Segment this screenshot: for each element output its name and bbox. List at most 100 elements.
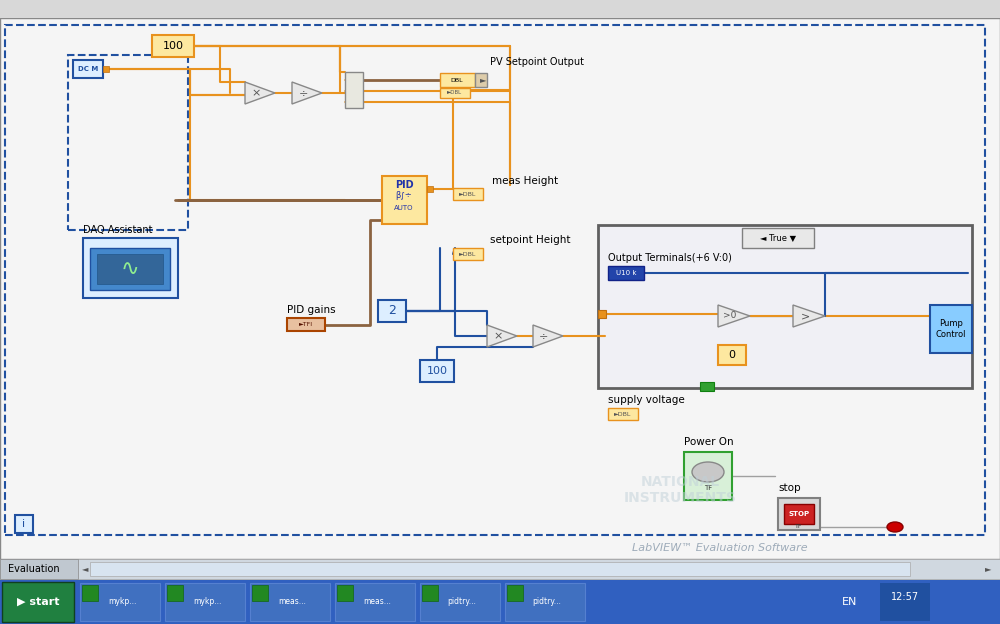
Bar	[5, 25, 985, 535]
Text: meas Height: meas Height	[492, 176, 558, 186]
Text: ÷: ÷	[539, 331, 549, 341]
Bar	[2, 582, 74, 622]
Bar	[778, 498, 820, 530]
Bar	[378, 300, 406, 322]
Polygon shape	[718, 305, 750, 327]
Text: STOP: STOP	[788, 511, 810, 517]
Bar	[505, 583, 585, 621]
Bar	[0, 580, 1000, 624]
Text: AUTO: AUTO	[394, 205, 414, 211]
Text: NATIONAL
INSTRUMENTS: NATIONAL INSTRUMENTS	[624, 475, 736, 505]
Text: mykp...: mykp...	[193, 598, 221, 607]
Bar	[420, 583, 500, 621]
Bar	[97, 254, 163, 284]
Text: >: >	[801, 311, 811, 321]
Polygon shape	[533, 325, 563, 347]
Bar	[83, 238, 178, 298]
Bar	[453, 248, 483, 260]
Bar	[475, 73, 487, 87]
Text: Pump
Control: Pump Control	[936, 319, 966, 339]
Bar	[152, 35, 194, 57]
Text: supply voltage: supply voltage	[608, 395, 685, 405]
Text: ∿: ∿	[121, 259, 139, 279]
Bar	[608, 408, 638, 420]
Text: Evaluation: Evaluation	[8, 564, 60, 574]
Text: stop: stop	[778, 483, 801, 493]
Text: meas...: meas...	[278, 598, 306, 607]
Text: pidtry...: pidtry...	[533, 598, 561, 607]
Bar	[440, 88, 470, 98]
Bar	[0, 559, 1000, 579]
Text: ►DBL: ►DBL	[459, 192, 477, 197]
Text: ×: ×	[251, 88, 261, 98]
Polygon shape	[793, 305, 825, 327]
Text: ►: ►	[985, 565, 991, 573]
Text: ÷: ÷	[298, 88, 308, 98]
Bar	[718, 345, 746, 365]
Bar	[684, 452, 732, 500]
Text: EN: EN	[842, 597, 858, 607]
Text: ×: ×	[493, 331, 503, 341]
Bar	[784, 504, 814, 524]
Bar	[382, 176, 427, 224]
Bar	[427, 186, 433, 192]
Bar	[345, 72, 363, 108]
Text: >0: >0	[723, 311, 737, 321]
Bar	[103, 66, 109, 72]
Text: ►TFI: ►TFI	[299, 323, 313, 328]
Text: TF: TF	[704, 485, 712, 491]
Bar	[598, 310, 606, 318]
Bar	[80, 583, 160, 621]
Bar	[420, 360, 454, 382]
Circle shape	[887, 522, 903, 532]
Text: ►DBL: ►DBL	[459, 251, 477, 256]
Text: PID: PID	[395, 180, 413, 190]
Text: ▶ start: ▶ start	[17, 597, 59, 607]
Bar	[930, 305, 972, 353]
Bar	[252, 585, 268, 601]
Text: ►DBL: ►DBL	[614, 411, 632, 416]
Text: 2: 2	[388, 305, 396, 318]
Bar	[0, 559, 78, 579]
Text: β∫÷: β∫÷	[396, 192, 412, 200]
Bar	[598, 225, 972, 388]
Text: setpoint Height: setpoint Height	[490, 235, 570, 245]
Text: DBL: DBL	[451, 77, 463, 82]
Text: 100: 100	[162, 41, 184, 51]
Text: DAQ Assistant: DAQ Assistant	[83, 225, 152, 235]
Text: ◄: ◄	[82, 565, 88, 573]
Text: pidtry...: pidtry...	[448, 598, 476, 607]
Bar	[453, 188, 483, 200]
Bar	[287, 318, 325, 331]
Polygon shape	[245, 82, 275, 104]
Bar	[422, 585, 438, 601]
Text: 12:57: 12:57	[891, 592, 919, 602]
Text: 100: 100	[426, 366, 448, 376]
Bar	[0, 18, 1000, 559]
Text: 0: 0	[728, 350, 736, 360]
Bar	[90, 248, 170, 290]
Bar	[337, 585, 353, 601]
Bar	[90, 562, 910, 576]
Text: LabVIEW™ Evaluation Software: LabVIEW™ Evaluation Software	[632, 543, 808, 553]
Text: PID gains: PID gains	[287, 305, 336, 315]
Text: ►: ►	[480, 76, 486, 84]
Bar	[15, 515, 33, 533]
Text: Output Terminals(+6 V:0): Output Terminals(+6 V:0)	[608, 253, 732, 263]
Bar	[73, 60, 103, 78]
Text: i: i	[22, 519, 26, 529]
Text: DC M: DC M	[78, 66, 98, 72]
Bar	[742, 228, 814, 248]
Bar	[880, 583, 930, 621]
Bar	[608, 266, 644, 280]
Bar	[165, 583, 245, 621]
Text: ◄ True ▼: ◄ True ▼	[760, 233, 796, 243]
Bar	[335, 583, 415, 621]
Text: Power On: Power On	[684, 437, 734, 447]
Bar	[167, 585, 183, 601]
Polygon shape	[292, 82, 322, 104]
Bar	[0, 0, 1000, 18]
Bar	[440, 73, 475, 87]
Text: U10 k: U10 k	[616, 270, 636, 276]
Text: PV Setpoint Output: PV Setpoint Output	[490, 57, 584, 67]
